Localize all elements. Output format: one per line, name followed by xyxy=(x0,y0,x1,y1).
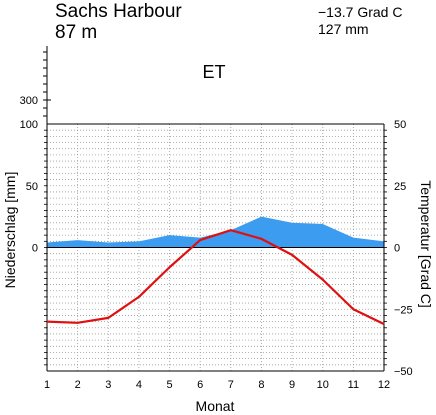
climate-class: ET xyxy=(202,62,225,82)
precip-tick-label: 0 xyxy=(32,243,38,255)
x-tick-label: 8 xyxy=(258,379,264,391)
x-tick-label: 9 xyxy=(289,379,295,391)
x-tick-label: 7 xyxy=(228,379,234,391)
precip-tick-label: 50 xyxy=(26,181,38,193)
station-elevation: 87 m xyxy=(55,22,97,43)
x-tick-label: 3 xyxy=(105,379,111,391)
precipitation-area xyxy=(47,216,384,248)
temp-tick-label: −25 xyxy=(394,304,413,316)
precip-tick-label: 100 xyxy=(20,119,38,131)
x-tick-label: 5 xyxy=(166,379,172,391)
x-tick-label: 12 xyxy=(378,379,390,391)
station-name: Sachs Harbour xyxy=(55,1,182,22)
x-tick-label: 6 xyxy=(197,379,203,391)
temperature-layer xyxy=(46,229,385,326)
x-tick-label: 4 xyxy=(136,379,142,391)
x-tick-label: 10 xyxy=(317,379,329,391)
temp-tick-label: −50 xyxy=(394,366,413,378)
annual-precipitation: 127 mm xyxy=(318,21,369,37)
precip-tick-label: 300 xyxy=(20,95,38,107)
x-tick-label: 2 xyxy=(75,379,81,391)
temperature-line xyxy=(46,229,385,326)
x-tick-label: 11 xyxy=(348,379,359,391)
axes xyxy=(43,46,387,372)
mean-temperature: −13.7 Grad C xyxy=(318,4,402,20)
x-tick-label: 1 xyxy=(44,379,50,391)
precipitation-layer xyxy=(46,216,385,248)
temp-tick-label: 25 xyxy=(394,181,406,193)
x-axis-label: Monat xyxy=(196,398,235,414)
y-axis-label-left: Niederschlag [mm] xyxy=(2,172,18,289)
temp-tick-label: 0 xyxy=(394,243,400,255)
y-axis-label-right: Temperatur [Grad C] xyxy=(418,180,434,308)
temp-tick-label: 50 xyxy=(394,119,406,131)
